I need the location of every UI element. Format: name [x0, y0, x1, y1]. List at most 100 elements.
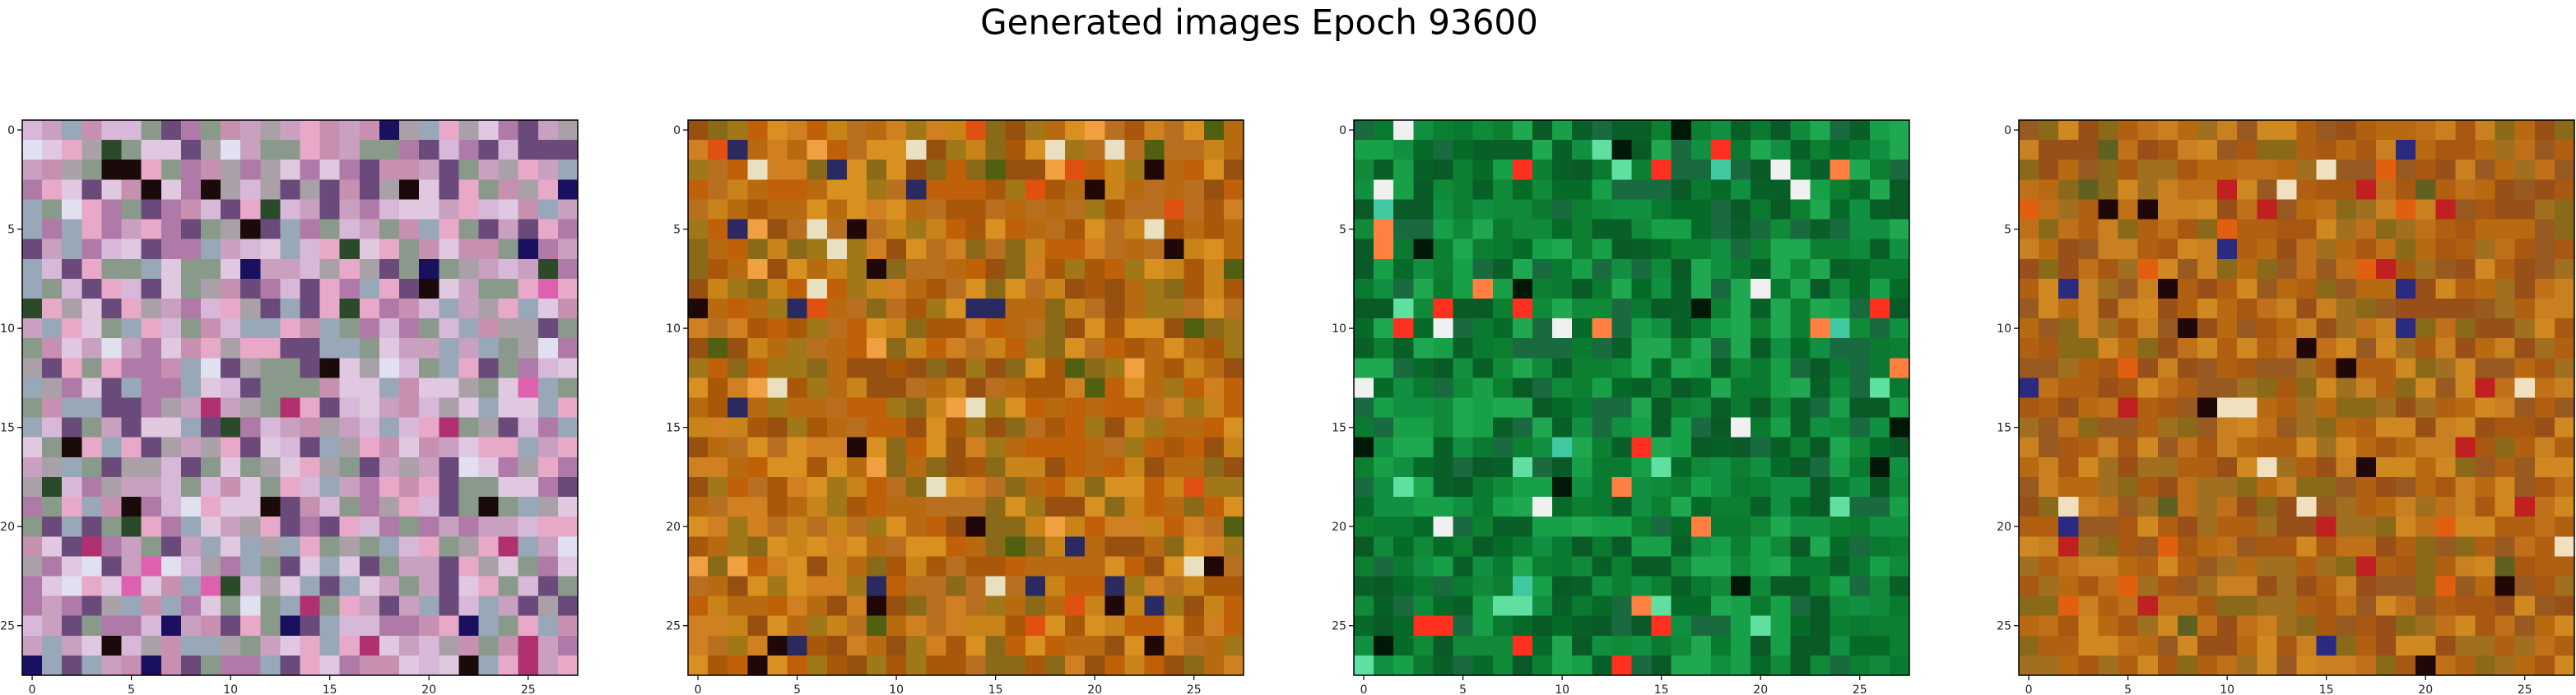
- pixel-cell: [1532, 239, 1553, 260]
- pixel-cell: [1433, 140, 1454, 160]
- pixel-cell: [2355, 298, 2377, 319]
- pixel-cell: [121, 120, 142, 141]
- pixel-cell: [946, 655, 967, 676]
- pixel-cell: [926, 378, 946, 399]
- pixel-cell: [42, 595, 63, 617]
- pixel-cell: [1592, 476, 1612, 498]
- pixel-cell: [1869, 536, 1890, 557]
- pixel-cell: [1223, 576, 1244, 597]
- pixel-cell: [2435, 456, 2456, 478]
- pixel-cell: [81, 318, 103, 339]
- pixel-cell: [985, 517, 1007, 537]
- pixel-cell: [1354, 318, 1374, 339]
- pixel-cell: [1104, 437, 1125, 458]
- pixel-cell: [1731, 219, 1751, 240]
- pixel-cell: [399, 536, 420, 557]
- pixel-cell: [1751, 318, 1771, 339]
- x-tick-label: 20: [421, 683, 436, 695]
- pixel-cell: [1065, 536, 1086, 557]
- pixel-cell: [1710, 258, 1732, 280]
- pixel-cell: [2435, 556, 2456, 577]
- pixel-cell: [1183, 160, 1205, 180]
- pixel-cell: [240, 140, 261, 160]
- pixel-cell: [747, 219, 769, 240]
- pixel-cell: [1433, 219, 1454, 240]
- pixel-cell: [1770, 556, 1791, 577]
- pixel-cell: [1104, 417, 1125, 438]
- pixel-cell: [62, 179, 82, 201]
- pixel-cell: [787, 298, 808, 319]
- pixel-cell: [62, 576, 82, 597]
- pixel-cell: [2137, 199, 2159, 220]
- pixel-cell: [160, 179, 182, 201]
- pixel-cell: [121, 318, 142, 339]
- pixel-cell: [498, 140, 519, 160]
- pixel-cell: [2237, 298, 2257, 319]
- pixel-cell: [81, 615, 103, 637]
- pixel-cell: [200, 417, 221, 438]
- pixel-cell: [2098, 417, 2119, 438]
- pixel-cell: [708, 298, 728, 319]
- pixel-cell: [2416, 358, 2436, 378]
- pixel-cell: [280, 497, 301, 517]
- pixel-cell: [2554, 160, 2575, 180]
- pixel-cell: [557, 378, 579, 399]
- pixel-cell: [478, 239, 500, 260]
- pixel-cell: [557, 397, 579, 419]
- pixel-cell: [1354, 338, 1374, 359]
- pixel-cell: [1085, 219, 1105, 240]
- pixel-cell: [121, 517, 142, 537]
- pixel-cell: [985, 615, 1007, 637]
- pixel-cell: [1790, 358, 1811, 378]
- pixel-cell: [1869, 199, 1890, 220]
- pixel-cell: [1025, 338, 1046, 359]
- pixel-cell: [866, 437, 887, 458]
- pixel-cell: [1751, 338, 1771, 359]
- pixel-cell: [1869, 456, 1890, 478]
- pixel-cell: [846, 497, 867, 517]
- pixel-cell: [688, 239, 709, 260]
- pixel-cell: [1005, 338, 1026, 359]
- pixel-cell: [1869, 397, 1890, 419]
- pixel-cell: [1472, 298, 1494, 319]
- pixel-cell: [1374, 239, 1394, 260]
- pixel-cell: [688, 497, 709, 517]
- pixel-cell: [42, 437, 63, 458]
- pixel-cell: [688, 397, 709, 419]
- pixel-cell: [2257, 219, 2277, 240]
- pixel-cell: [537, 556, 559, 577]
- pixel-cell: [419, 456, 439, 478]
- pixel-cell: [1203, 476, 1225, 498]
- pixel-cell: [101, 497, 123, 517]
- pixel-cell: [221, 615, 241, 637]
- pixel-cell: [1183, 278, 1205, 299]
- pixel-cell: [1044, 517, 1066, 537]
- pixel-cell: [747, 595, 769, 617]
- pixel-cell: [1611, 635, 1633, 656]
- pixel-cell: [2197, 556, 2218, 577]
- pixel-cell: [2137, 219, 2159, 240]
- pixel-cell: [1869, 556, 1890, 577]
- pixel-cell: [22, 179, 43, 201]
- pixel-cell: [1005, 199, 1026, 220]
- pixel-cell: [478, 615, 500, 637]
- pixel-cell: [62, 239, 82, 260]
- pixel-cell: [747, 278, 769, 299]
- pixel-cell: [260, 517, 281, 537]
- pixel-cell: [1790, 160, 1811, 180]
- pixel-cell: [1183, 476, 1205, 498]
- pixel-cell: [1393, 199, 1414, 220]
- pixel-cell: [1144, 160, 1165, 180]
- pixel-cell: [1183, 298, 1205, 319]
- pixel-cell: [2554, 239, 2575, 260]
- pixel-cell: [1492, 160, 1514, 180]
- pixel-cell: [2375, 179, 2397, 201]
- pixel-cell: [1005, 476, 1026, 498]
- pixel-cell: [1810, 595, 1831, 617]
- pixel-cell: [1532, 476, 1553, 498]
- pixel-cell: [2257, 120, 2277, 141]
- pixel-cell: [2118, 318, 2139, 339]
- pixel-cell: [2098, 378, 2119, 399]
- pixel-cell: [1849, 318, 1871, 339]
- pixel-cell: [2495, 437, 2516, 458]
